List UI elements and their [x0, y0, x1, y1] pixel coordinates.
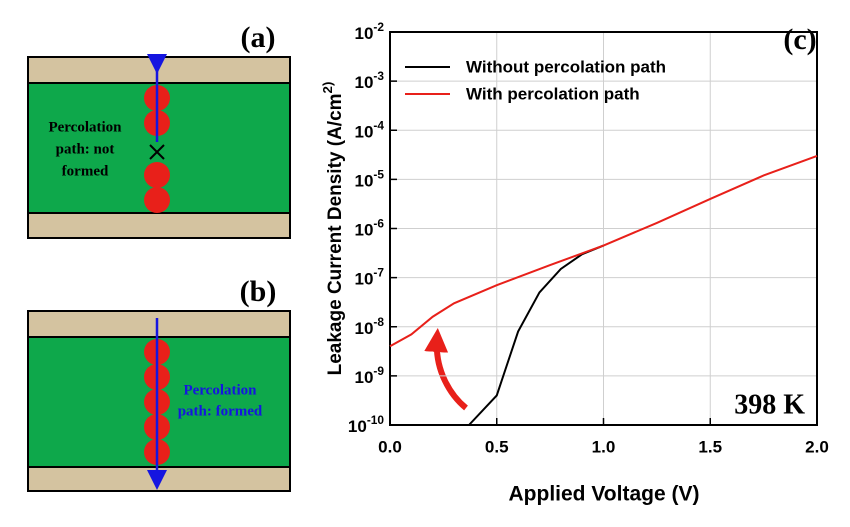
y-axis-label: Leakage Current Density (A/cm2) [320, 82, 346, 376]
y-tick-label: 10-3 [355, 69, 385, 92]
y-tick-label: 10-9 [355, 364, 385, 387]
annotation: 398 K [734, 389, 805, 420]
legend-label: Without percolation path [466, 57, 666, 76]
x-tick-label: 1.5 [698, 437, 722, 456]
x-tick-label: 0.5 [485, 437, 509, 456]
x-tick-label: 2.0 [805, 437, 829, 456]
data-line [389, 154, 818, 348]
legend-label: With percolation path [466, 84, 640, 103]
caption: Percolation [183, 382, 257, 398]
y-tick-label: 10-2 [355, 20, 385, 43]
diagram-a: (a) Percolation path: not formed [27, 21, 291, 239]
caption: Percolation [48, 119, 122, 135]
y-tick-label: 10-5 [355, 168, 385, 191]
caption: path: formed [178, 403, 263, 419]
y-tick-label: 10-4 [355, 118, 385, 141]
diagram-b: (b) Percolation path: formed [27, 275, 291, 492]
y-tick-label: 10-6 [355, 217, 385, 240]
chart: (c) 398 K Applied Voltage (V) Leakage Cu… [320, 20, 829, 505]
x-tick-label: 1.0 [592, 437, 616, 456]
caption: path: not [56, 141, 115, 157]
y-tick-label: 10-7 [355, 266, 385, 289]
panel-label: (a) [241, 21, 276, 54]
y-tick-label: 10-10 [348, 413, 384, 436]
data-line [468, 244, 604, 426]
x-axis-label: Applied Voltage (V) [509, 483, 700, 506]
plot-frame [389, 31, 818, 426]
x-tick-label: 0.0 [378, 437, 402, 456]
panel-label: (b) [240, 275, 277, 308]
caption: formed [62, 163, 109, 179]
panel-label: (c) [783, 23, 816, 56]
y-tick-label: 10-8 [355, 315, 385, 338]
